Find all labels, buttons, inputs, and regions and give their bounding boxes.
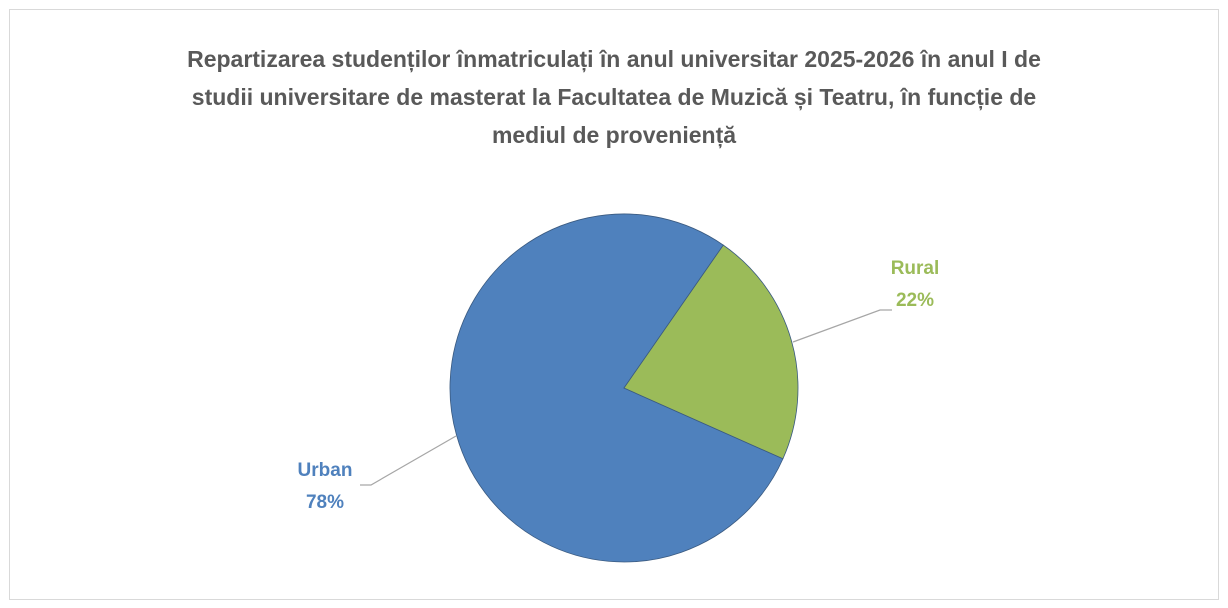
data-label-category: Urban <box>298 460 353 481</box>
data-label-category: Rural <box>891 258 940 279</box>
leader-line <box>792 309 892 343</box>
leader-line <box>360 435 457 486</box>
chart-title: Repartizarea studenților înmatriculați î… <box>187 46 1041 148</box>
data-label-value: 78% <box>306 492 344 513</box>
pie-slice <box>623 244 799 460</box>
data-label-value: 22% <box>896 290 934 311</box>
pie-slice <box>449 213 784 563</box>
